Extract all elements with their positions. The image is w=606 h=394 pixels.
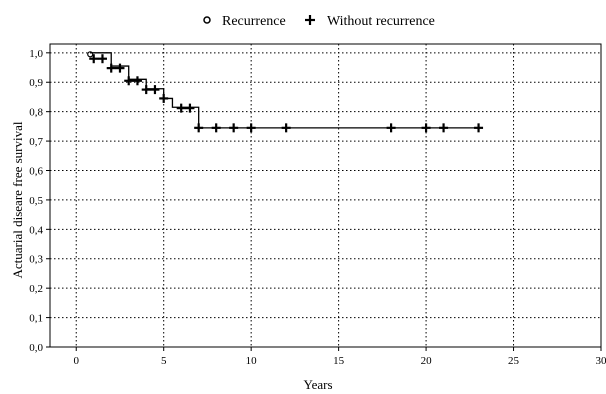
censored-marker (89, 54, 99, 64)
censored-marker (176, 103, 186, 113)
y-tick-label: 0,4 (29, 224, 43, 236)
markers-layer (87, 51, 484, 133)
censored-marker (132, 76, 142, 86)
grid-layer (50, 44, 602, 347)
recurrence-marker (87, 51, 94, 58)
y-tick-label: 1,0 (29, 48, 43, 60)
y-tick-label: 0,7 (29, 136, 43, 148)
legend-without-recurrence-marker (305, 15, 315, 25)
x-tick-label: 30 (596, 355, 606, 367)
y-tick-label: 0,2 (29, 283, 43, 295)
y-tick-label: 0,5 (29, 195, 43, 207)
x-axis-title: Years (303, 377, 332, 392)
censored-marker (97, 54, 107, 64)
censored-marker (124, 76, 134, 86)
x-tick-label: 25 (508, 355, 520, 367)
plot-frame (49, 43, 602, 348)
x-tick-label: 0 (73, 355, 79, 367)
censored-marker (150, 85, 160, 95)
censored-marker (421, 123, 431, 133)
y-tick-label: 0,1 (29, 313, 43, 325)
legend: Recurrence Without recurrence (203, 14, 435, 29)
censored-marker (115, 63, 125, 73)
censored-marker (106, 63, 116, 73)
legend-recurrence-label: Recurrence (222, 14, 286, 29)
y-tick-label: 0,9 (29, 77, 43, 89)
censored-marker (386, 123, 396, 133)
censored-marker (439, 123, 449, 133)
censored-marker (211, 123, 221, 133)
x-tick-label: 10 (246, 355, 258, 367)
censored-marker (474, 123, 484, 133)
legend-recurrence-marker (203, 16, 211, 24)
censored-marker (185, 103, 195, 113)
y-tick-label: 0,6 (29, 165, 43, 177)
censored-marker (141, 85, 151, 95)
censored-marker (159, 93, 169, 103)
y-tick-label: 0,3 (29, 254, 43, 266)
censored-marker (194, 123, 204, 133)
x-tick-label: 20 (421, 355, 433, 367)
censored-marker (281, 123, 291, 133)
legend-without-recurrence-label: Without recurrence (327, 14, 435, 29)
x-tick-label: 5 (161, 355, 167, 367)
censored-marker (246, 123, 256, 133)
x-tick-label: 15 (333, 355, 345, 367)
y-tick-label: 0,0 (29, 342, 43, 354)
y-axis-title: Actuarial diseare free survival (10, 121, 25, 278)
ticks-layer: 0,0 0,1 0,2 0,3 0,4 0,5 0,6 0,7 0,8 0,9 1,0 0 5 10 15 2… (29, 48, 606, 367)
censored-marker (229, 123, 239, 133)
y-tick-label: 0,8 (29, 107, 43, 119)
